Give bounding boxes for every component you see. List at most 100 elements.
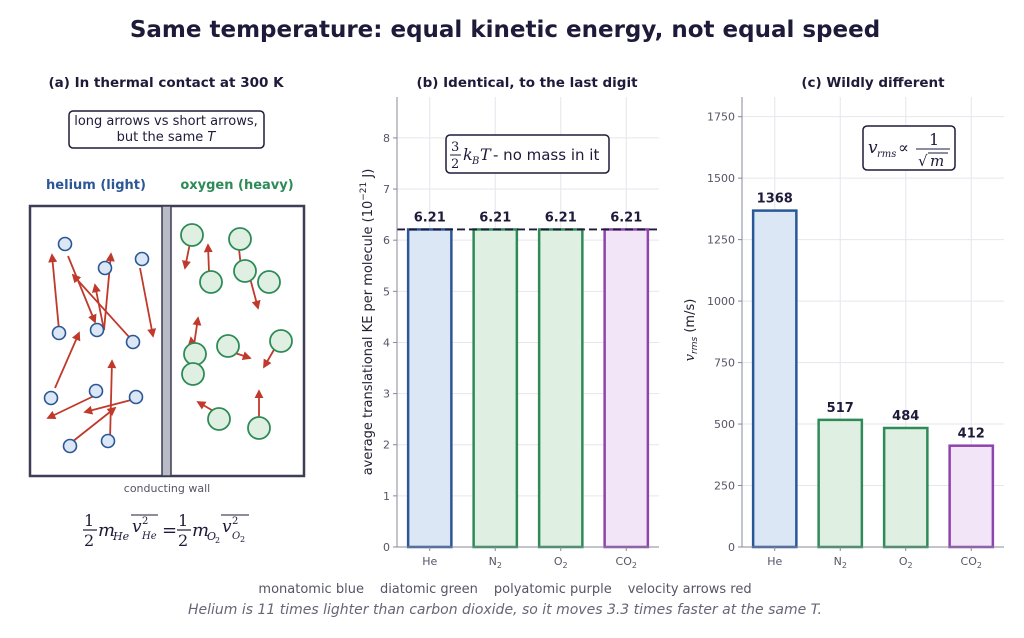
svg-text:3: 3 xyxy=(451,140,459,155)
oxygen-molecule xyxy=(180,223,204,247)
helium-molecule xyxy=(88,383,104,399)
legend-monatomic: monatomic blue xyxy=(258,582,364,597)
velocity-arrow xyxy=(71,406,117,443)
helium-molecule xyxy=(62,438,78,454)
svg-text:He: He xyxy=(112,530,130,543)
caption: Helium is 11 times lighter than carbon d… xyxy=(188,602,822,618)
helium-molecule xyxy=(51,325,67,341)
x-tick-label-o2: O2 xyxy=(554,555,568,570)
y-tick-label: 6 xyxy=(383,234,390,247)
svg-text:1: 1 xyxy=(178,511,188,530)
velocity-arrow xyxy=(91,283,105,331)
figure-title: Same temperature: equal kinetic energy, … xyxy=(130,17,880,43)
panel-c-xticks: He N2 O2 CO2 xyxy=(767,547,982,570)
x-tick-label-co2: CO2 xyxy=(616,555,637,570)
panel-b-xticks: He N2 O2 CO2 xyxy=(422,547,637,570)
data-label-co2: 412 xyxy=(958,427,985,442)
legend-arrows: velocity arrows red xyxy=(628,582,752,597)
data-label-n2: 6.21 xyxy=(479,210,511,225)
data-label-he: 1368 xyxy=(757,192,793,207)
bar-co2 xyxy=(948,444,995,549)
oxygen-molecule xyxy=(199,270,223,294)
svg-text:2: 2 xyxy=(142,516,148,527)
legend-diatomic: diatomic green xyxy=(380,582,478,597)
helium-molecule xyxy=(125,334,141,350)
x-tick-label-n2: N2 xyxy=(489,555,502,570)
svg-text:m: m xyxy=(930,152,944,170)
svg-text:2: 2 xyxy=(451,157,459,172)
panel-b-bars xyxy=(406,228,650,549)
bar-n2 xyxy=(472,228,519,549)
velocity-arrow xyxy=(203,243,213,273)
svg-text:2: 2 xyxy=(240,535,245,544)
panel-c-annotation-box xyxy=(862,125,956,171)
velocity-arrow xyxy=(249,277,261,310)
legend-polyatomic: polyatomic purple xyxy=(494,582,612,597)
velocity-arrow xyxy=(71,273,131,339)
panel-a-title: (a) In thermal contact at 300 K xyxy=(48,75,284,91)
x-tick-label-he: He xyxy=(422,555,437,568)
velocity-arrow xyxy=(67,255,97,324)
y-tick-label: 8 xyxy=(383,132,390,145)
bar-o2 xyxy=(882,426,929,549)
velocity-arrow xyxy=(192,316,202,346)
velocity-arrow xyxy=(263,347,276,369)
panel-b-title: (b) Identical, to the last digit xyxy=(416,75,638,91)
callout-box xyxy=(68,110,265,149)
oxygen-molecule xyxy=(181,362,205,386)
y-tick-label: 4 xyxy=(383,336,390,349)
x-tick-label-co2: CO2 xyxy=(961,555,982,570)
panel-b-annotation: 3 2 k B T - no mass in it xyxy=(450,140,599,172)
oxygen-molecule xyxy=(228,227,252,251)
oxygen-molecule xyxy=(257,270,281,294)
velocity-arrow xyxy=(46,394,97,419)
svg-text:m: m xyxy=(98,520,115,541)
helium-molecule xyxy=(100,433,116,449)
x-tick-label-he: He xyxy=(767,555,782,568)
helium-molecule xyxy=(43,390,59,406)
bar-n2 xyxy=(817,418,864,549)
panel-a: (a) In thermal contact at 300 K long arr… xyxy=(28,75,306,550)
data-label-he: 6.21 xyxy=(414,210,446,225)
helium-molecule xyxy=(134,251,150,267)
svg-text:v: v xyxy=(132,517,142,537)
y-tick-label: 0 xyxy=(728,541,735,554)
panel-b-annotation-box xyxy=(445,134,610,174)
panel-c-ylabel: vrms (m/s) xyxy=(683,299,700,362)
svg-text:- no mass in it: - no mass in it xyxy=(493,146,599,164)
panel-b: (b) Identical, to the last digit 0 1 2 3 4 5 6… xyxy=(359,75,659,570)
bar-o2 xyxy=(537,228,584,549)
y-tick-label: 1000 xyxy=(707,295,735,308)
svg-text:m: m xyxy=(192,520,209,541)
ke-equation: 1 2 m He v 2 He = 1 2 m O 2 v 2 O 2 xyxy=(83,511,249,550)
callout-line-2-prefix: but the same xyxy=(117,130,208,145)
y-tick-label: 0 xyxy=(383,541,390,554)
helium-molecule xyxy=(57,236,73,252)
callout-var-t: T xyxy=(207,130,216,145)
svg-text:=: = xyxy=(162,520,177,541)
panel-b-yticks: 0 1 2 3 4 5 6 7 8 xyxy=(383,132,397,554)
oxygen-molecule xyxy=(207,407,231,431)
y-tick-label: 7 xyxy=(383,183,390,196)
svg-text:2: 2 xyxy=(178,531,188,550)
oxygen-molecule xyxy=(247,416,271,440)
svg-text:O: O xyxy=(232,531,240,542)
panel-c-data-labels: 1368 517 484 412 xyxy=(757,192,985,442)
helium-molecule xyxy=(89,322,105,338)
velocity-arrow xyxy=(83,399,132,415)
y-tick-label: 5 xyxy=(383,285,390,298)
y-tick-label: 500 xyxy=(714,418,735,431)
y-tick-label: 1750 xyxy=(707,111,735,124)
velocity-arrow xyxy=(48,253,60,331)
helium-label: helium (light) xyxy=(46,178,146,193)
x-tick-label-o2: O2 xyxy=(899,555,913,570)
helium-molecule xyxy=(128,389,144,405)
oxygen-molecule xyxy=(269,329,293,353)
conducting-wall xyxy=(161,205,172,477)
y-tick-label: 3 xyxy=(383,388,390,401)
data-label-n2: 517 xyxy=(827,401,854,416)
panel-c-title: (c) Wildly different xyxy=(801,75,945,91)
svg-text:∝: ∝ xyxy=(898,138,909,157)
y-tick-label: 1250 xyxy=(707,234,735,247)
